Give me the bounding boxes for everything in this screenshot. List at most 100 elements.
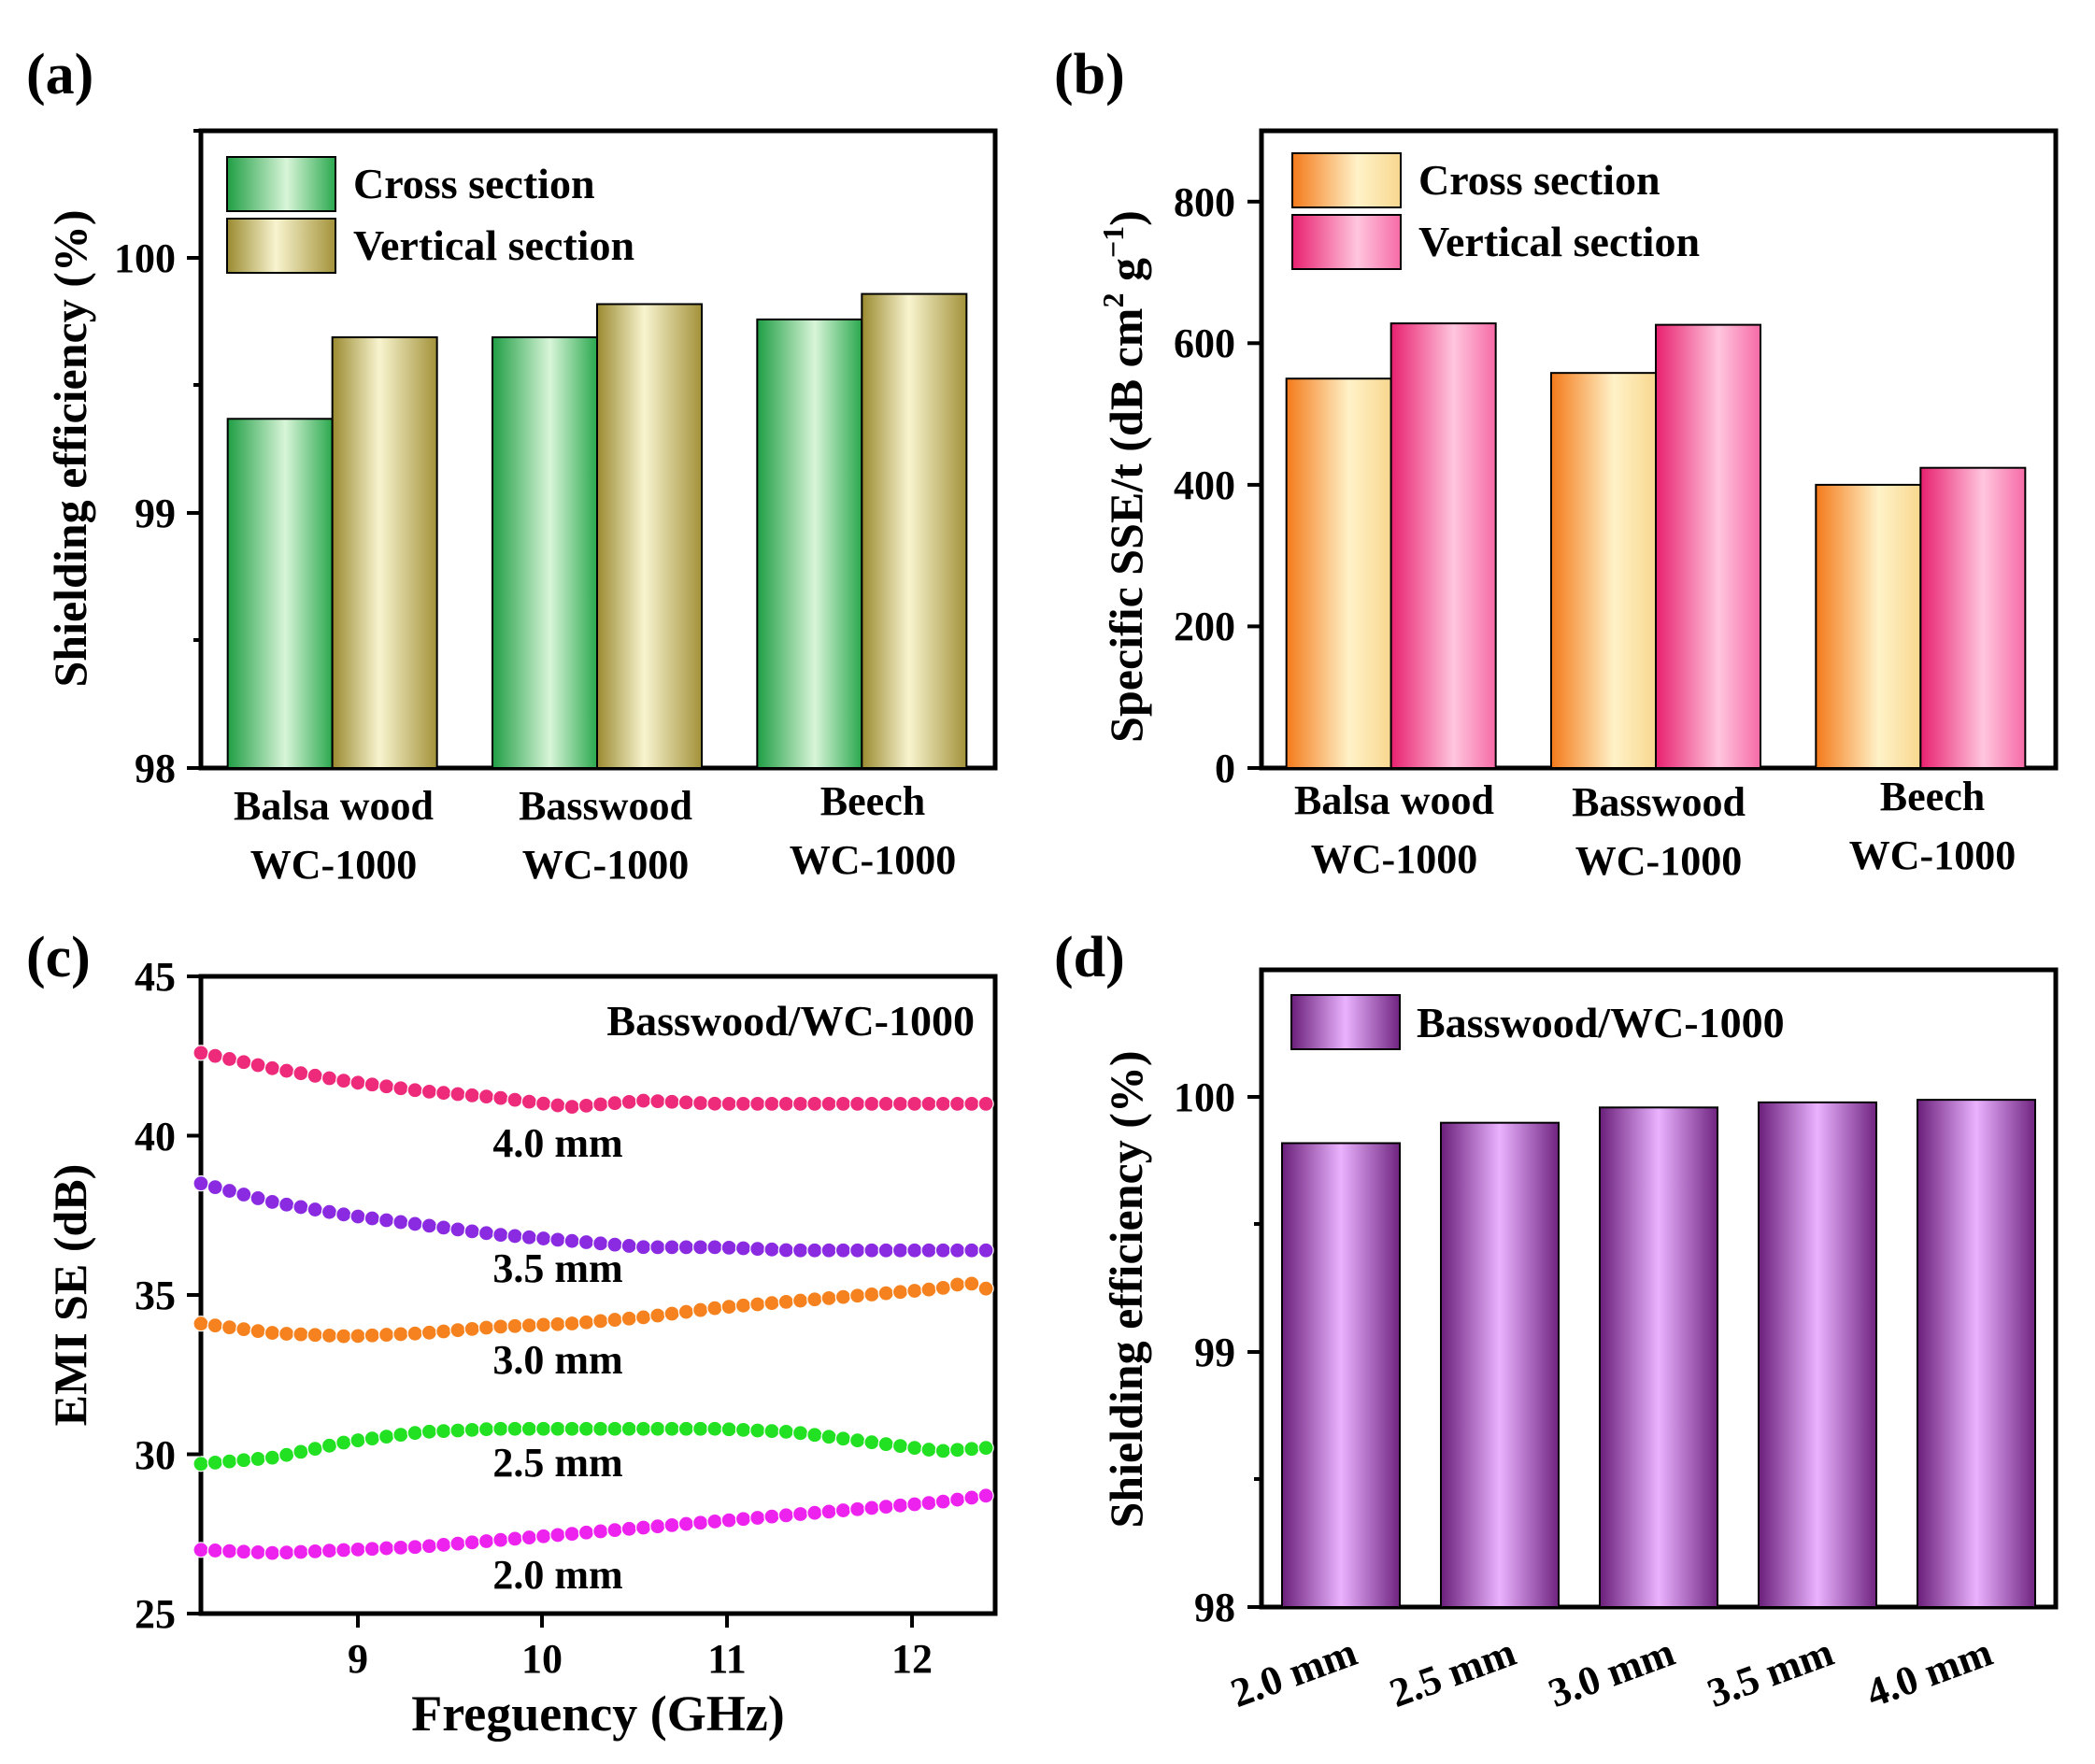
series-point-25 [321,1437,338,1454]
series-point-30 [906,1282,923,1300]
series-point-30 [463,1320,480,1337]
panel-d-ytick-98: 98 [1194,1585,1235,1630]
series-point-20 [906,1496,923,1513]
panel-c-label: (c) [26,926,91,989]
series-point-25 [849,1432,866,1449]
series-point-35 [249,1189,266,1207]
series-point-40 [520,1093,537,1110]
series-point-35 [906,1242,923,1259]
series-point-30 [692,1302,709,1318]
series-point-40 [834,1095,851,1113]
panel-c-xticks: 9 10 11 12 [348,1614,933,1682]
bar-b-cross-1 [1285,377,1392,769]
series-point-30 [791,1292,809,1309]
series-point-30 [264,1324,280,1342]
panel-b-legend-vertical: Vertical section [1418,218,1700,265]
series-point-30 [820,1289,837,1307]
series-point-35 [335,1206,352,1223]
series-point-25 [592,1420,609,1437]
series-point-20 [649,1518,666,1535]
series-point-30 [934,1279,951,1296]
series-point-40 [634,1092,652,1109]
bar-b-vertical-2 [1655,323,1761,769]
series-point-25 [378,1429,395,1445]
panel-b-cat-2-line1: Basswood [1572,779,1746,825]
panel-b-ytick-400: 400 [1174,462,1235,508]
series-point-40 [192,1045,209,1061]
panel-d-legend-swatch [1290,994,1401,1050]
panel-c-xtick-9: 9 [348,1636,368,1682]
series-point-40 [235,1054,252,1071]
series-point-20 [663,1516,680,1533]
series-point-35 [806,1242,823,1259]
series-point-25 [506,1420,523,1437]
series-point-30 [492,1318,509,1335]
series-point-35 [749,1241,766,1258]
panel-b-xcategories: Balsa wood WC-1000 Basswood WC-1000 Beec… [1294,774,2016,884]
series-point-25 [706,1420,723,1437]
series-point-40 [477,1088,495,1105]
series-point-30 [749,1296,766,1313]
series-point-20 [392,1539,409,1556]
series-point-20 [863,1500,880,1516]
panel-a-legend-vertical: Vertical section [353,221,634,269]
series-point-25 [749,1422,766,1439]
series-point-30 [207,1317,223,1334]
series-point-40 [663,1093,680,1110]
panel-d-cat-3: 3.0 mm [1543,1629,1681,1716]
panel-c-series-labels: 4.0 mm 3.5 mm 3.0 mm 2.5 mm 2.0 mm [492,1120,622,1598]
series-point-20 [549,1527,566,1544]
series-point-35 [734,1240,752,1257]
series-point-40 [891,1095,909,1113]
series-point-35 [677,1239,694,1256]
series-point-35 [692,1239,709,1256]
series-point-20 [806,1504,823,1521]
series-point-35 [520,1229,537,1245]
series-point-30 [392,1326,409,1343]
bar-d-2 [1440,1121,1560,1609]
series-point-40 [906,1095,923,1113]
series-point-20 [891,1497,909,1514]
series-point-40 [492,1089,509,1106]
series-point-30 [235,1321,252,1338]
series-point-30 [677,1303,694,1320]
series-point-40 [534,1095,552,1112]
panel-b-bars [1285,322,2027,770]
series-point-20 [192,1542,209,1558]
series-point-40 [820,1095,837,1113]
series-label-3-0-mm: 3.0 mm [492,1337,622,1383]
panel-b-legend-swatch-vertical [1291,214,1402,270]
series-point-30 [663,1305,680,1322]
series-point-35 [192,1175,209,1192]
series-point-40 [948,1095,966,1113]
bar-b-cross-3 [1815,483,1922,770]
series-point-30 [777,1293,794,1310]
panel-d-ytick-100: 100 [1174,1074,1235,1120]
series-point-20 [292,1544,309,1560]
series-point-25 [449,1422,466,1439]
panel-b-cat-2-line2: WC-1000 [1575,838,1742,884]
series-point-25 [977,1440,994,1457]
series-point-40 [506,1091,523,1108]
series-point-35 [777,1242,794,1259]
series-point-35 [321,1203,338,1220]
series-point-25 [649,1420,666,1437]
series-point-25 [435,1423,452,1440]
panel-c-xtick-10: 10 [521,1636,563,1682]
series-point-35 [891,1242,909,1259]
series-point-30 [192,1316,209,1332]
panel-a-bars [226,292,968,769]
series-point-30 [221,1319,238,1336]
series-point-30 [363,1327,380,1344]
series-point-35 [492,1226,509,1244]
bar-a-vertical-1 [331,335,438,769]
series-point-20 [520,1529,537,1546]
panel-c-xlabel: Freguency (GHz) [411,1686,784,1742]
panel-d-yticks: 98 99 100 [1174,1074,1261,1630]
series-point-40 [606,1095,623,1112]
series-point-30 [292,1326,309,1343]
panel-a-ytick-99: 99 [135,491,176,536]
series-point-25 [292,1444,309,1460]
series-point-25 [634,1420,652,1437]
series-point-25 [534,1420,552,1437]
